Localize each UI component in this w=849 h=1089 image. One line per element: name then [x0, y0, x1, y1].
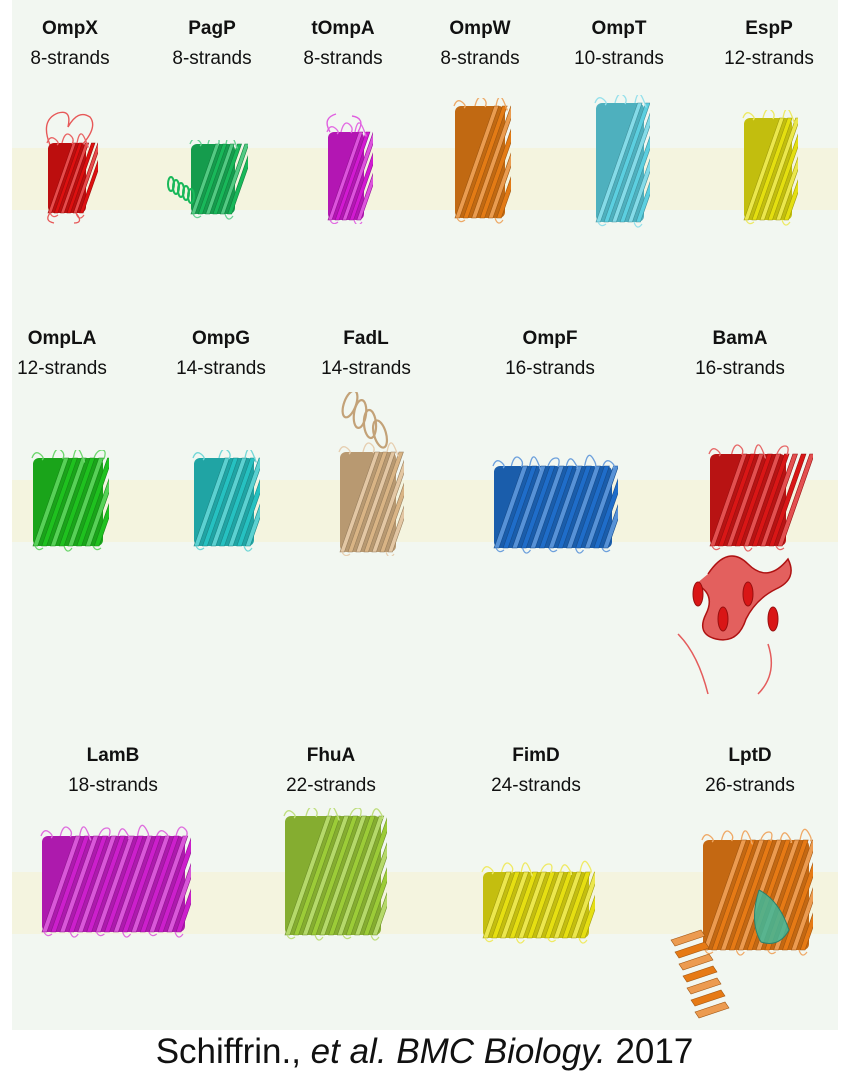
- strand-count: 8-strands: [440, 48, 520, 69]
- protein-name: OmpLA: [27, 328, 97, 349]
- structure-espp: [742, 110, 798, 226]
- protein-label-ompg: OmpG 14-strands: [151, 328, 291, 380]
- structure-bama: [676, 444, 813, 695]
- membrane-band-row-1: [12, 148, 838, 210]
- strand-count: 16-strands: [695, 358, 785, 379]
- protein-label-tompa: tOmpA 8-strands: [273, 18, 413, 70]
- structure-ompx: [45, 111, 98, 224]
- protein-label-lamb: LamB 18-strands: [43, 745, 183, 797]
- strand-count: 14-strands: [321, 358, 411, 379]
- protein-name: EspP: [745, 18, 793, 39]
- protein-name: tOmpA: [311, 18, 375, 39]
- strand-count: 12-strands: [17, 358, 107, 379]
- strand-count: 24-strands: [491, 775, 581, 796]
- strand-count: 18-strands: [68, 775, 158, 796]
- protein-name: OmpX: [42, 18, 98, 39]
- protein-label-lptd: LptD 26-strands: [680, 745, 820, 797]
- structure-tompa: [325, 113, 373, 224]
- structure-ompt: [594, 95, 650, 228]
- strand-count: 10-strands: [574, 48, 664, 69]
- citation-journal: et al. BMC Biology.: [310, 1032, 606, 1071]
- protein-name: LptD: [728, 745, 772, 766]
- citation: Schiffrin., et al. BMC Biology. 2017: [0, 1032, 849, 1072]
- strand-count: 16-strands: [505, 358, 595, 379]
- protein-name: PagP: [188, 18, 236, 39]
- structure-fhua: [283, 808, 387, 941]
- protein-label-ompla: OmpLA 12-strands: [0, 328, 132, 380]
- protein-label-fimd: FimD 24-strands: [466, 745, 606, 797]
- citation-year: 2017: [615, 1032, 694, 1071]
- protein-name: OmpF: [522, 328, 578, 349]
- protein-name: OmpG: [191, 328, 251, 349]
- strand-count: 14-strands: [176, 358, 266, 379]
- structure-ompw: [453, 98, 511, 224]
- protein-label-pagp: PagP 8-strands: [142, 18, 282, 70]
- protein-name: FhuA: [306, 745, 356, 766]
- structure-ompla: [31, 450, 109, 552]
- protein-name: FadL: [343, 328, 389, 349]
- protein-label-ompf: OmpF 16-strands: [480, 328, 620, 380]
- strand-count: 26-strands: [705, 775, 795, 796]
- citation-author: Schiffrin.,: [155, 1032, 301, 1071]
- structure-ompf: [492, 454, 618, 554]
- protein-name: FimD: [512, 745, 560, 766]
- protein-name: BamA: [712, 328, 768, 349]
- structure-fimd: [481, 860, 595, 944]
- protein-name: OmpW: [449, 18, 511, 39]
- protein-label-ompw: OmpW 8-strands: [410, 18, 550, 70]
- structure-fadl: [338, 392, 404, 556]
- strand-count: 12-strands: [724, 48, 814, 69]
- strand-count: 8-strands: [172, 48, 252, 69]
- protein-label-bama: BamA 16-strands: [670, 328, 810, 380]
- structure-pagp: [166, 140, 248, 220]
- strand-count: 22-strands: [286, 775, 376, 796]
- membrane-band-row-2: [12, 480, 838, 542]
- strand-count: 8-strands: [303, 48, 383, 69]
- protein-name: LamB: [86, 745, 140, 766]
- structure-ompg: [192, 450, 260, 552]
- structure-lamb: [39, 824, 191, 938]
- strand-count: 8-strands: [30, 48, 110, 69]
- protein-label-ompt: OmpT 10-strands: [549, 18, 689, 70]
- protein-label-ompx: OmpX 8-strands: [0, 18, 140, 70]
- structure-lptd: [670, 828, 813, 1019]
- protein-name: OmpT: [591, 18, 647, 39]
- protein-label-fadl: FadL 14-strands: [296, 328, 436, 380]
- protein-label-espp: EspP 12-strands: [699, 18, 839, 70]
- protein-label-fhua: FhuA 22-strands: [261, 745, 401, 797]
